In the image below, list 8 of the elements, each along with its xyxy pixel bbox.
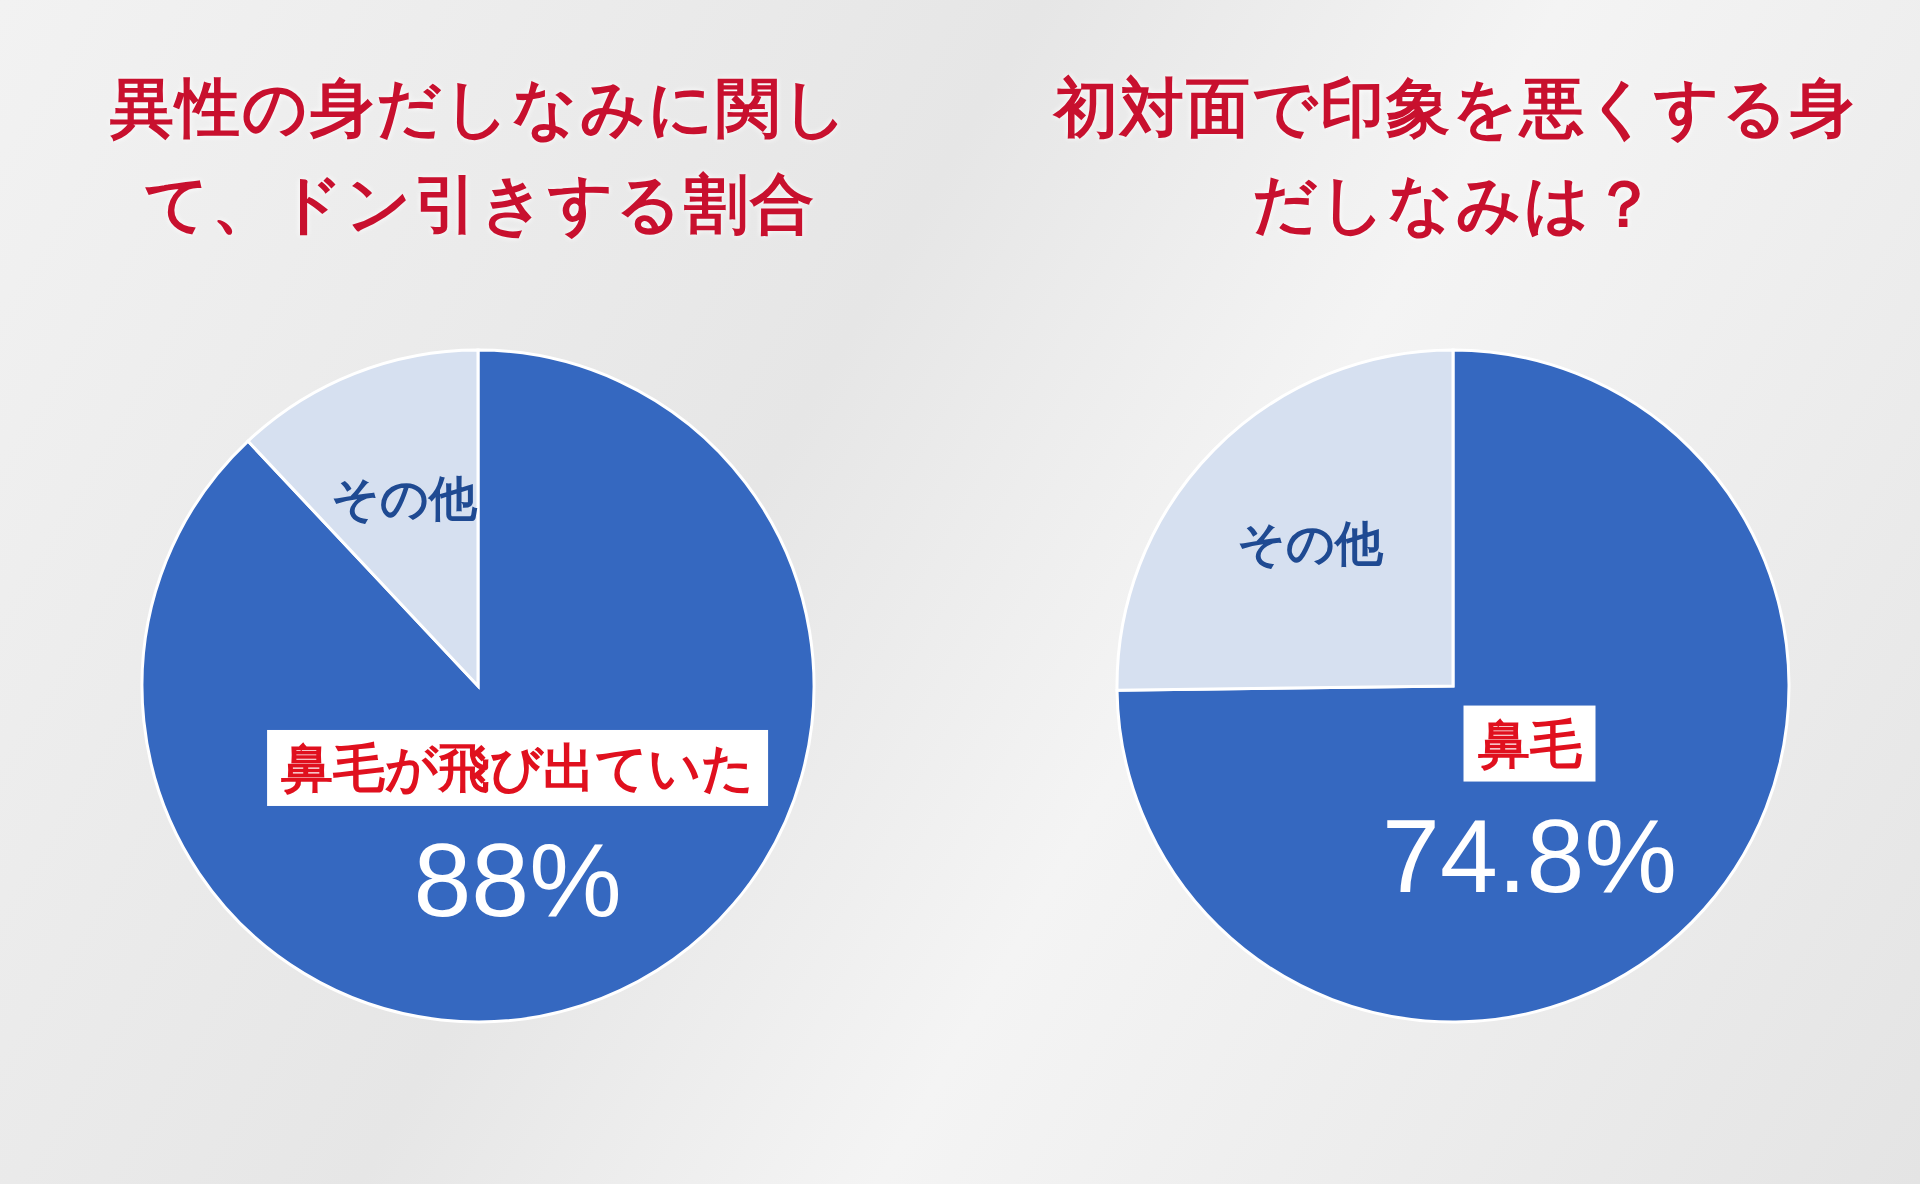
chart-title: 異性の身だしなみに関して、ドン引きする割合 xyxy=(110,70,850,241)
chart-title: 初対面で印象を悪くする身だしなみは？ xyxy=(1054,70,1856,241)
data-label: 74.8% xyxy=(1382,797,1677,914)
slice-label: 鼻毛 xyxy=(1477,713,1582,774)
slice-label: 鼻毛が飛び出ていた xyxy=(281,737,755,798)
data-label: 88% xyxy=(413,821,622,938)
slice-label: その他 xyxy=(330,469,478,526)
slice-label: その他 xyxy=(1236,515,1384,572)
